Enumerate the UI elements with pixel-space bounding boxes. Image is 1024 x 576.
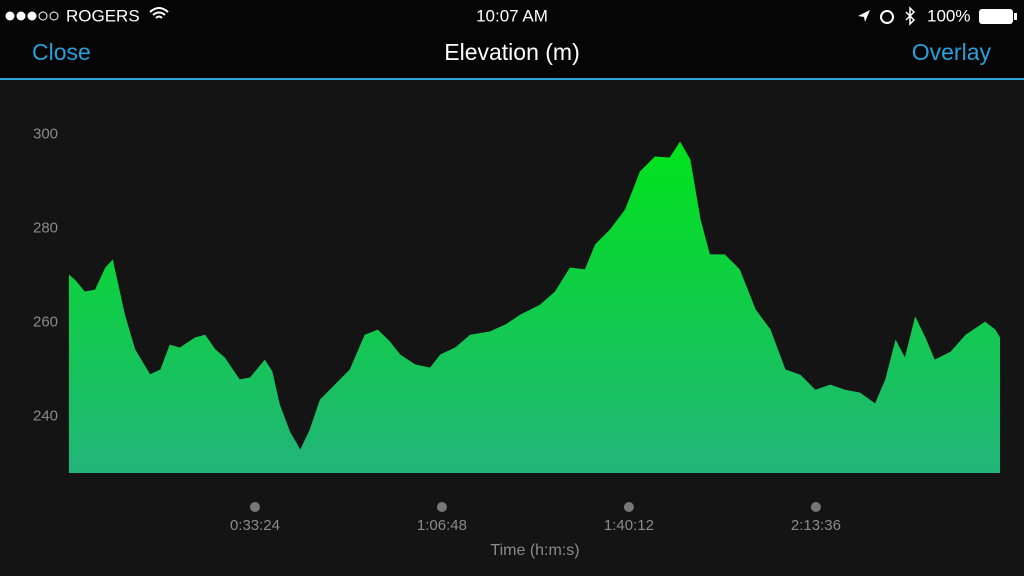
screen-title: Elevation (m) — [444, 39, 579, 65]
battery-text: 100% — [927, 6, 970, 25]
y-tick-label: 280 — [33, 219, 58, 236]
x-tick-label: 1:06:48 — [417, 517, 467, 534]
overlay-button[interactable]: Overlay — [912, 39, 992, 65]
x-tick-dot — [436, 502, 447, 512]
bluetooth-icon — [905, 6, 916, 26]
battery-icon — [979, 9, 1013, 24]
x-tick-dot — [810, 502, 821, 512]
alarm-icon — [880, 10, 894, 24]
y-tick-label: 260 — [33, 313, 58, 330]
wifi-icon — [149, 7, 169, 19]
close-button[interactable]: Close — [32, 39, 91, 65]
header-divider — [0, 78, 1024, 80]
carrier: ROGERS — [66, 6, 140, 25]
x-tick-label: 1:40:12 — [604, 517, 654, 534]
header-background — [0, 0, 1024, 80]
x-tick-dot — [623, 502, 634, 512]
location-icon — [858, 10, 870, 22]
x-axis-title: Time (h:m:s) — [490, 542, 579, 559]
elevation-area — [68, 141, 1001, 473]
y-tick-label: 300 — [33, 125, 58, 142]
signal-dots — [5, 11, 59, 21]
clock: 10:07 AM — [476, 6, 548, 25]
y-tick-label: 240 — [33, 408, 58, 425]
x-tick-dot — [249, 502, 260, 512]
battery-tip — [1014, 13, 1017, 20]
x-tick-label: 0:33:24 — [230, 517, 280, 534]
x-tick-label: 2:13:36 — [791, 517, 841, 534]
